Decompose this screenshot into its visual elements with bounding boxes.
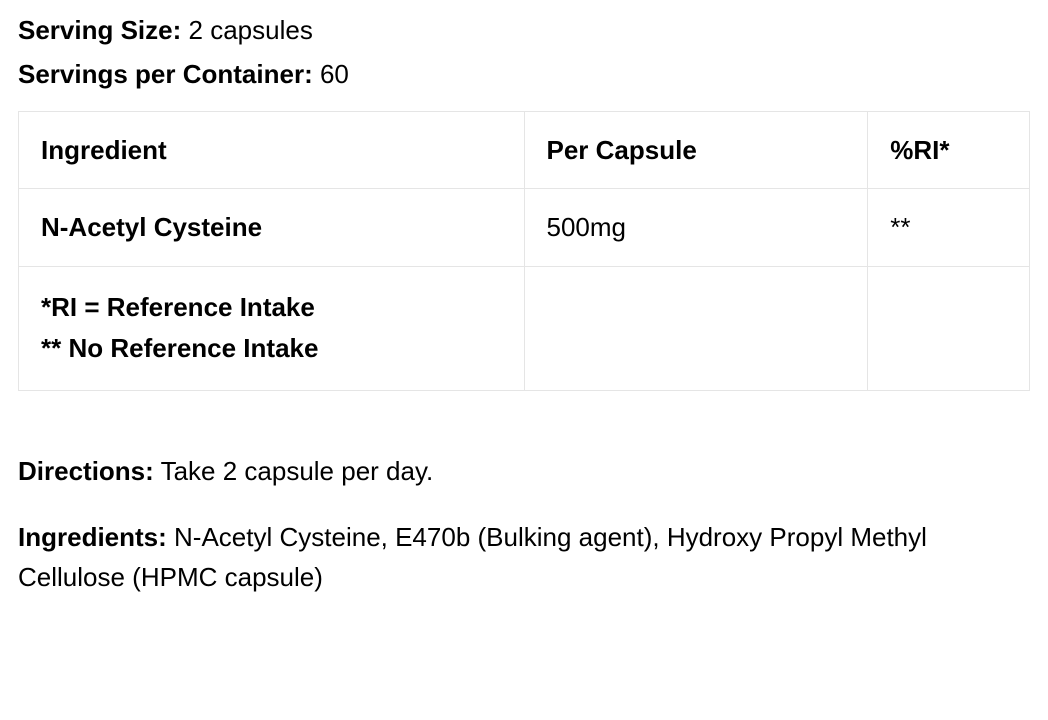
cell-ingredient-name: N-Acetyl Cysteine xyxy=(19,189,525,266)
note-ri-definition: *RI = Reference Intake xyxy=(41,287,502,329)
serving-size-value: 2 capsules xyxy=(189,15,313,45)
directions-label: Directions: xyxy=(18,456,154,486)
servings-per-container-value: 60 xyxy=(320,59,349,89)
cell-per-capsule: 500mg xyxy=(524,189,868,266)
ingredients-label: Ingredients: xyxy=(18,522,167,552)
servings-per-container-label: Servings per Container: xyxy=(18,59,313,89)
cell-notes: *RI = Reference Intake ** No Reference I… xyxy=(19,266,525,390)
directions-line: Directions: Take 2 capsule per day. xyxy=(18,451,978,491)
table-row: N-Acetyl Cysteine 500mg ** xyxy=(19,189,1030,266)
nutrition-table: Ingredient Per Capsule %RI* N-Acetyl Cys… xyxy=(18,111,1030,391)
ingredients-line: Ingredients: N-Acetyl Cysteine, E470b (B… xyxy=(18,517,978,598)
col-header-ri: %RI* xyxy=(868,111,1030,188)
col-header-per-capsule: Per Capsule xyxy=(524,111,868,188)
table-notes-row: *RI = Reference Intake ** No Reference I… xyxy=(19,266,1030,390)
cell-empty xyxy=(868,266,1030,390)
note-no-ri: ** No Reference Intake xyxy=(41,328,502,370)
directions-text: Take 2 capsule per day. xyxy=(161,456,434,486)
table-header-row: Ingredient Per Capsule %RI* xyxy=(19,111,1030,188)
cell-ri: ** xyxy=(868,189,1030,266)
serving-size-label: Serving Size: xyxy=(18,15,181,45)
servings-per-container-line: Servings per Container: 60 xyxy=(18,56,1030,92)
col-header-ingredient: Ingredient xyxy=(19,111,525,188)
cell-empty xyxy=(524,266,868,390)
serving-size-line: Serving Size: 2 capsules xyxy=(18,12,1030,48)
